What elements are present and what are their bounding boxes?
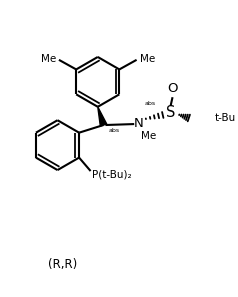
Text: S: S xyxy=(166,105,175,120)
Text: abs: abs xyxy=(144,102,155,106)
Text: P(t-Bu)₂: P(t-Bu)₂ xyxy=(92,170,131,180)
Text: N: N xyxy=(134,117,144,129)
Text: abs: abs xyxy=(108,128,119,133)
Text: t-Bu: t-Bu xyxy=(215,113,236,123)
Polygon shape xyxy=(98,107,107,126)
Text: (R,R): (R,R) xyxy=(48,257,77,271)
Text: O: O xyxy=(167,82,178,95)
Text: Me: Me xyxy=(141,131,156,140)
Text: Me: Me xyxy=(41,54,56,64)
Text: Me: Me xyxy=(139,54,155,64)
